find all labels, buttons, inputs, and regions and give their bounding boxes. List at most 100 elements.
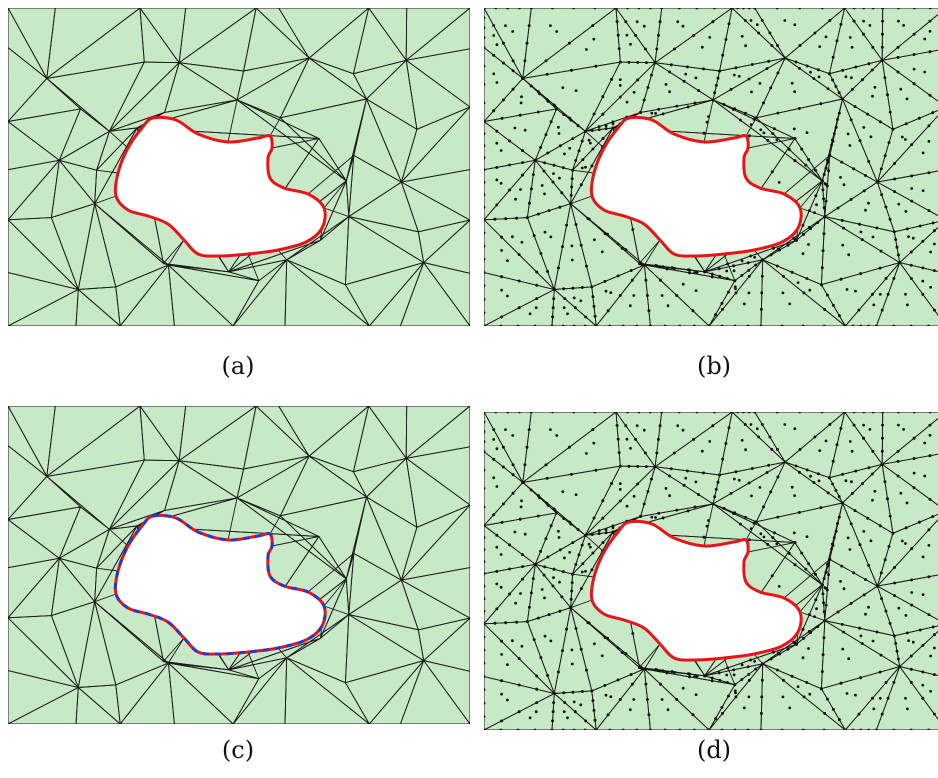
mesh-node — [912, 67, 916, 71]
mesh-node — [858, 626, 861, 630]
mesh-node — [502, 502, 505, 506]
mesh-node — [775, 8, 779, 10]
mesh-node — [798, 8, 802, 10]
mesh-node — [484, 468, 486, 472]
mesh-node — [634, 34, 637, 37]
mesh-node — [500, 315, 503, 319]
mesh-node — [589, 545, 592, 549]
mesh-node — [740, 678, 744, 681]
mesh-node — [760, 291, 764, 295]
mesh-node — [796, 685, 800, 688]
mesh-node — [841, 97, 844, 101]
mesh-node — [897, 253, 900, 257]
mesh-node — [776, 668, 779, 672]
mesh-node — [899, 491, 903, 495]
mesh-node — [760, 308, 763, 311]
mesh-node — [550, 728, 554, 730]
mesh-node — [590, 129, 594, 132]
mesh-node — [884, 609, 888, 613]
mesh-node — [777, 181, 781, 184]
mesh-node — [798, 107, 801, 110]
mesh-node — [484, 168, 486, 172]
mesh-node — [753, 659, 756, 663]
mesh-node — [551, 315, 554, 319]
mesh-node — [847, 253, 851, 257]
mesh-node — [837, 515, 841, 519]
mesh-node — [826, 491, 830, 495]
mesh-node — [551, 306, 555, 310]
mesh-node — [871, 94, 874, 98]
mesh-node — [776, 44, 779, 47]
mesh-node — [746, 665, 750, 669]
mesh-node — [546, 555, 550, 559]
mesh-node — [750, 494, 753, 498]
mesh-node — [928, 8, 932, 10]
mesh-node — [710, 272, 714, 276]
mesh-node — [822, 173, 826, 176]
mesh-node — [618, 294, 622, 297]
mesh-node — [747, 291, 751, 295]
mesh-node — [484, 572, 486, 576]
mesh-node — [499, 181, 503, 185]
mesh-node — [584, 569, 587, 573]
mesh-node — [570, 68, 573, 72]
mesh-node — [772, 246, 775, 250]
mesh-node — [657, 34, 660, 37]
mesh-node — [912, 436, 916, 440]
mesh-node — [818, 45, 822, 48]
mesh-node — [508, 188, 511, 192]
mesh-node — [769, 86, 773, 90]
mesh-node — [616, 678, 620, 682]
mesh-node — [879, 249, 883, 253]
mesh-node — [492, 438, 496, 441]
mesh-node — [904, 138, 907, 141]
mesh-node — [931, 515, 935, 518]
mesh-edge — [644, 239, 661, 266]
mesh-node — [933, 633, 936, 637]
mesh-node — [843, 728, 847, 730]
mesh-node — [815, 607, 818, 611]
mesh-node — [746, 261, 750, 265]
mesh-node — [766, 139, 770, 142]
mesh-node — [714, 717, 717, 721]
mesh-node — [817, 75, 821, 79]
mesh-node — [839, 277, 843, 281]
mesh-node — [928, 423, 932, 427]
mesh-node — [570, 185, 574, 189]
mesh-node — [702, 535, 706, 539]
mesh-node — [921, 670, 925, 674]
mesh-node — [747, 678, 751, 682]
mesh-node — [862, 126, 866, 129]
mesh-node — [557, 125, 560, 129]
mesh-node — [561, 649, 564, 652]
mesh-node — [852, 19, 856, 23]
mesh-node — [826, 160, 830, 164]
mesh-node — [904, 122, 908, 126]
mesh-node — [533, 728, 537, 730]
mesh-node — [695, 674, 699, 678]
mesh-node — [748, 538, 751, 542]
mesh-node — [580, 166, 584, 170]
mesh-node — [910, 547, 914, 550]
mesh-node — [525, 445, 529, 449]
mesh-node — [900, 539, 904, 543]
mesh-node — [928, 433, 932, 437]
mesh-node — [770, 170, 774, 174]
mesh-node — [688, 268, 691, 272]
mesh-node — [807, 158, 810, 162]
mesh-node — [618, 84, 622, 87]
mesh-node — [534, 306, 538, 310]
mesh-node — [585, 452, 588, 455]
mesh-node — [820, 266, 824, 270]
mesh-node — [511, 473, 515, 477]
mesh-node — [591, 147, 595, 151]
mesh-nodes — [875, 261, 936, 326]
mesh-node — [786, 647, 790, 651]
mesh-edge — [783, 559, 831, 599]
mesh-node — [893, 594, 896, 597]
mesh-node — [808, 692, 812, 696]
mesh-node — [637, 412, 641, 414]
mesh-node — [859, 324, 863, 326]
mesh-node — [892, 230, 896, 234]
mesh-node — [660, 698, 664, 701]
